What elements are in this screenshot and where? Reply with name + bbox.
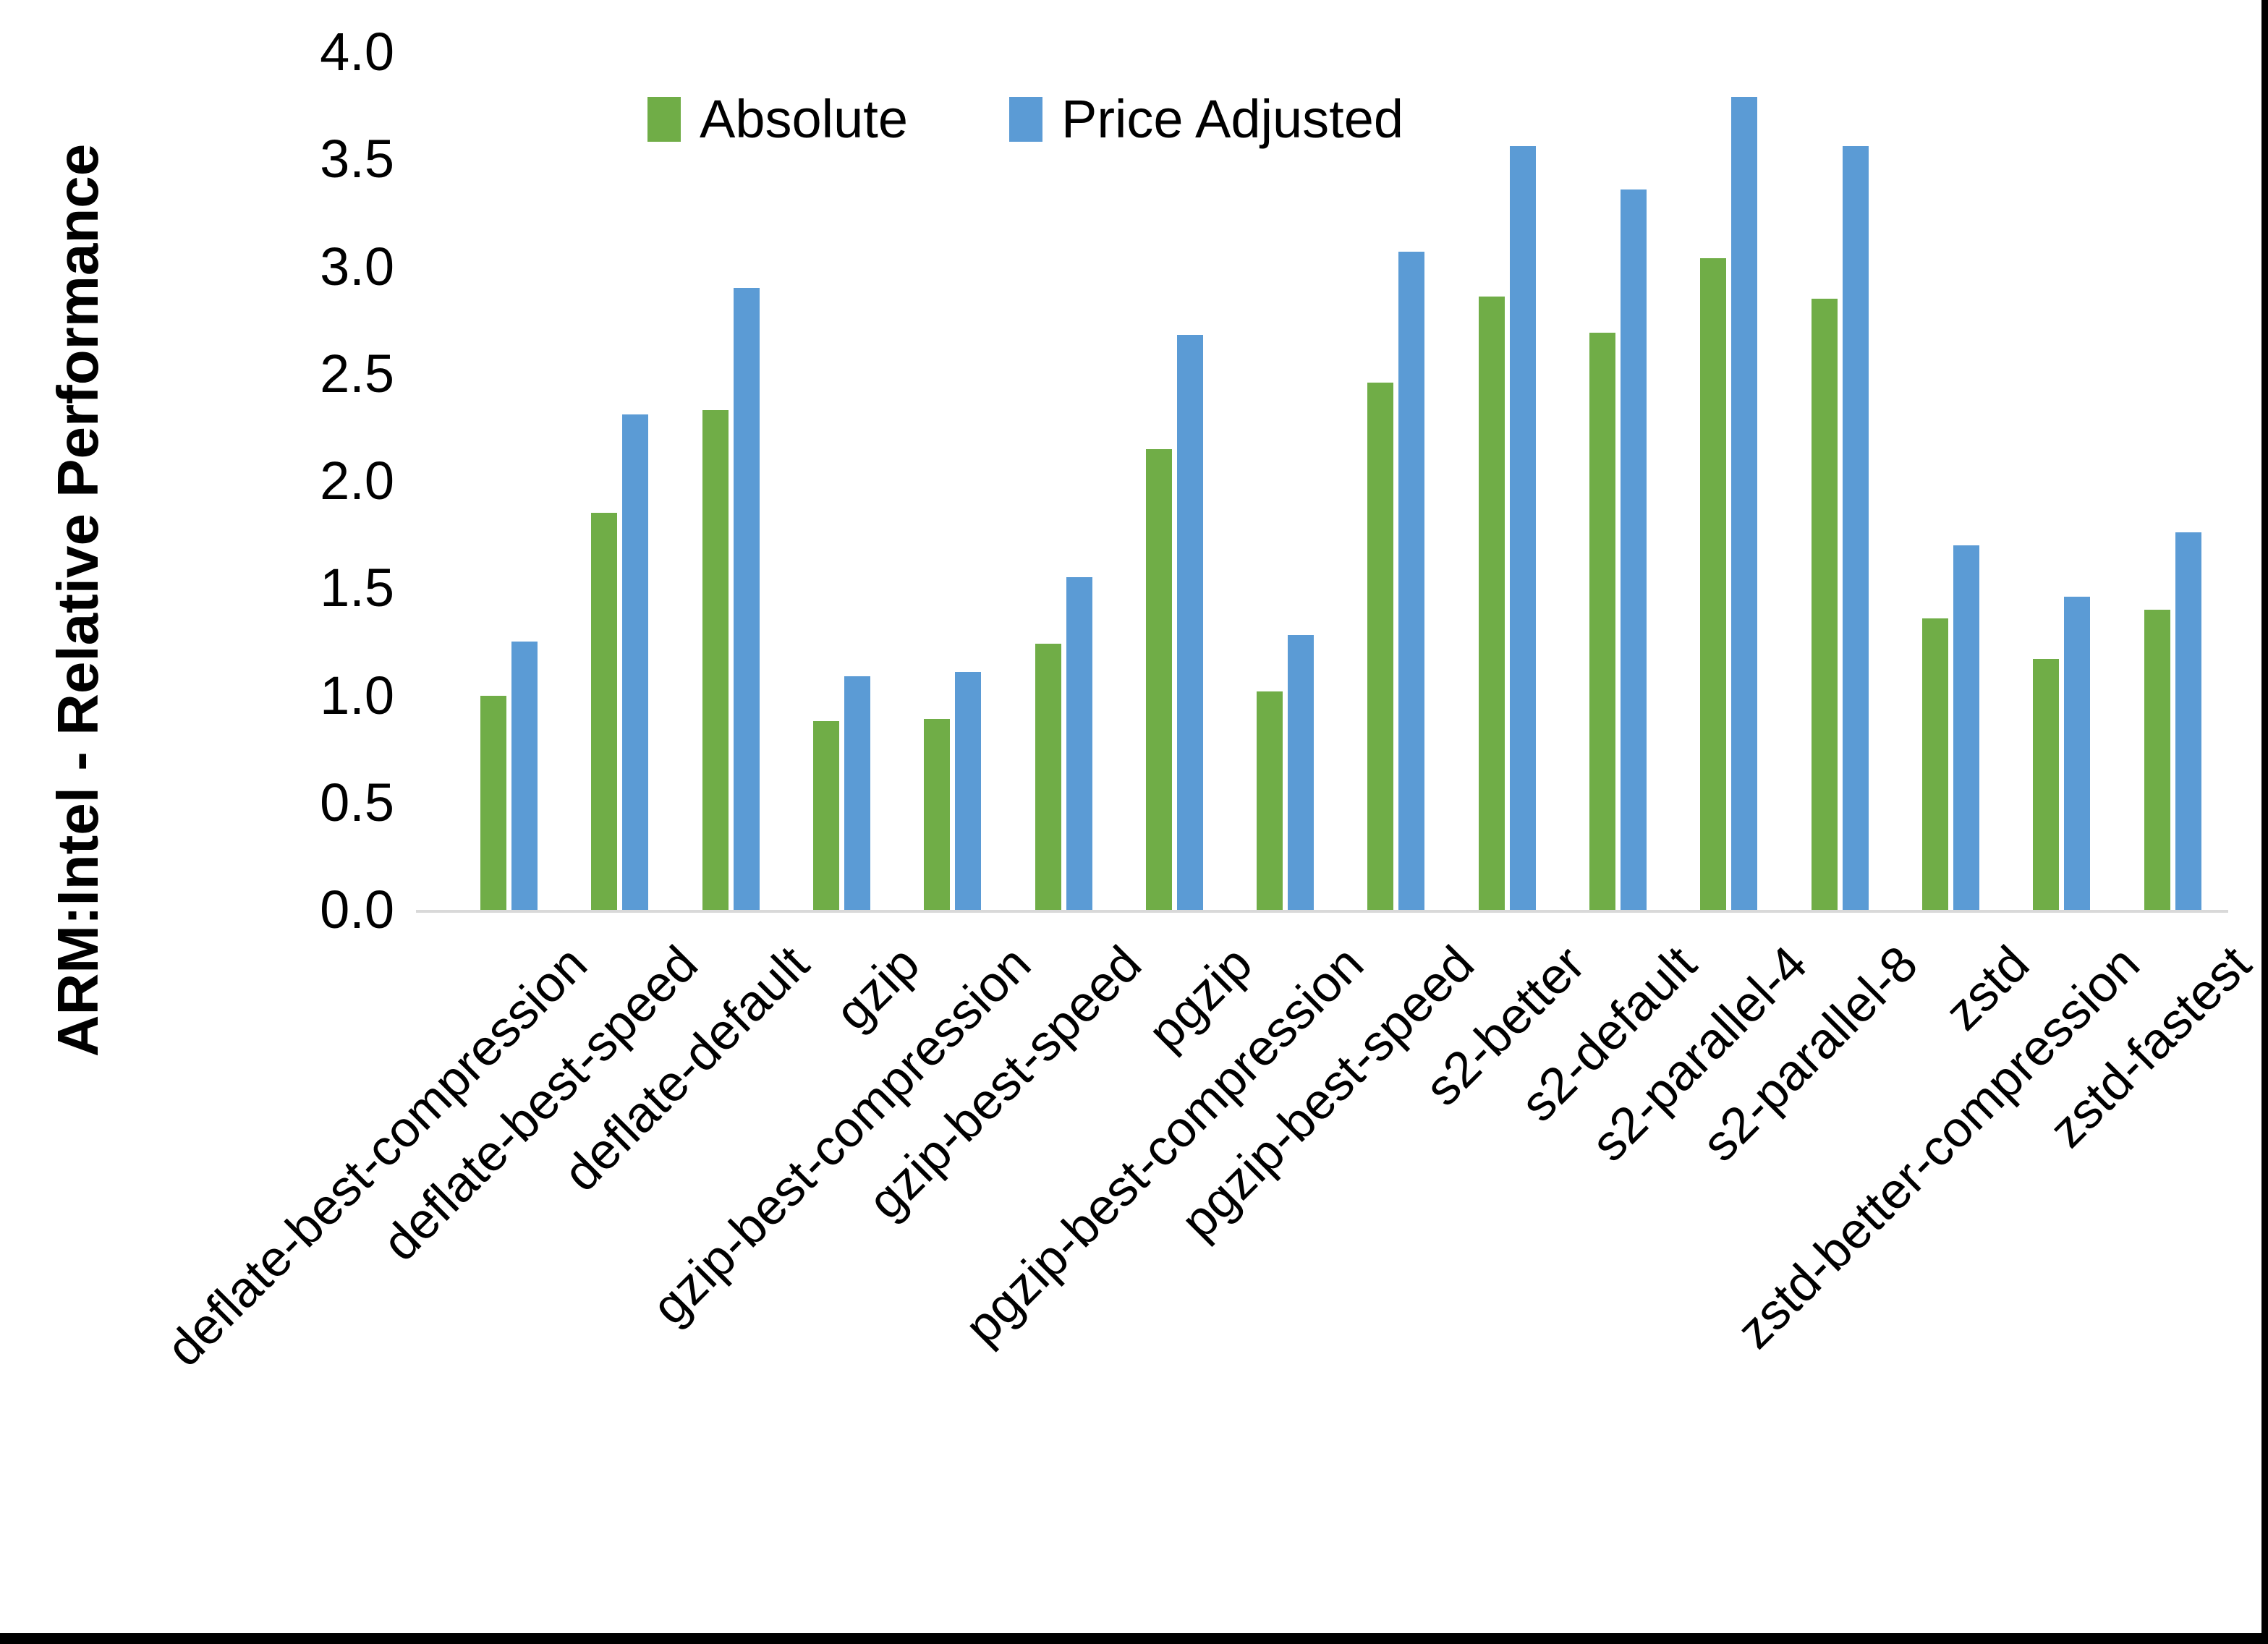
bar-absolute	[2033, 659, 2060, 910]
bar-absolute	[1589, 333, 1615, 910]
bar-price-adjusted	[2064, 597, 2091, 910]
bar-price-adjusted	[511, 642, 538, 910]
y-tick-label: 1.5	[320, 558, 394, 618]
bar-absolute	[1700, 257, 1727, 910]
bar-price-adjusted	[1621, 189, 1647, 910]
y-tick-label: 2.5	[320, 343, 394, 404]
y-tick-label: 0.0	[320, 880, 394, 940]
legend-item-absolute: Absolute	[647, 93, 908, 146]
bar-absolute	[1257, 691, 1283, 910]
y-axis-title: ARM:Intel - Relative Performance	[46, 143, 110, 1057]
bar-price-adjusted	[844, 676, 870, 910]
y-tick-label: 3.0	[320, 236, 394, 297]
y-tick-label: 1.0	[320, 665, 394, 725]
bar-absolute	[1921, 618, 1948, 910]
x-axis-line	[416, 910, 2228, 913]
bar-price-adjusted	[1066, 577, 1092, 910]
bar-price-adjusted	[1398, 251, 1425, 910]
bar-absolute	[1811, 298, 1838, 910]
legend-label-price-adjusted: Price Adjusted	[1061, 89, 1404, 149]
bar-absolute	[480, 695, 506, 910]
legend-item-price-adjusted: Price Adjusted	[1008, 89, 1404, 149]
y-tick-label: 4.0	[320, 22, 394, 82]
window-border-right	[2261, 0, 2268, 1644]
y-tick-label: 0.5	[320, 772, 394, 832]
window-border-bottom	[0, 1633, 2268, 1644]
bar-absolute	[702, 410, 729, 910]
bar-absolute	[1145, 448, 1172, 910]
bar-price-adjusted	[733, 288, 760, 910]
bar-absolute	[1478, 297, 1505, 910]
bar-price-adjusted	[1953, 545, 1979, 910]
legend-label-absolute: Absolute	[700, 89, 908, 149]
bar-price-adjusted	[1288, 635, 1314, 910]
legend-swatch-absolute	[647, 97, 681, 142]
bar-price-adjusted	[2175, 532, 2201, 910]
bar-price-adjusted	[622, 414, 649, 910]
legend-swatch-price-adjusted	[1008, 97, 1042, 142]
bar-price-adjusted	[1176, 335, 1203, 910]
bar-absolute	[2144, 609, 2170, 910]
bar-price-adjusted	[1842, 146, 1869, 910]
bar-price-adjusted	[955, 671, 982, 910]
bar-price-adjusted	[1509, 146, 1536, 910]
bar-absolute	[924, 719, 951, 910]
x-tick-label: deflate-best-compression	[156, 934, 598, 1377]
bar-price-adjusted	[1731, 97, 1758, 910]
legend: Absolute Price Adjusted	[647, 93, 1403, 146]
bar-absolute	[591, 513, 618, 910]
y-tick-label: 3.5	[320, 129, 394, 189]
bar-absolute	[1367, 382, 1394, 910]
y-tick-label: 2.0	[320, 451, 394, 511]
bar-absolute	[1035, 644, 1061, 910]
bar-absolute	[812, 721, 839, 910]
